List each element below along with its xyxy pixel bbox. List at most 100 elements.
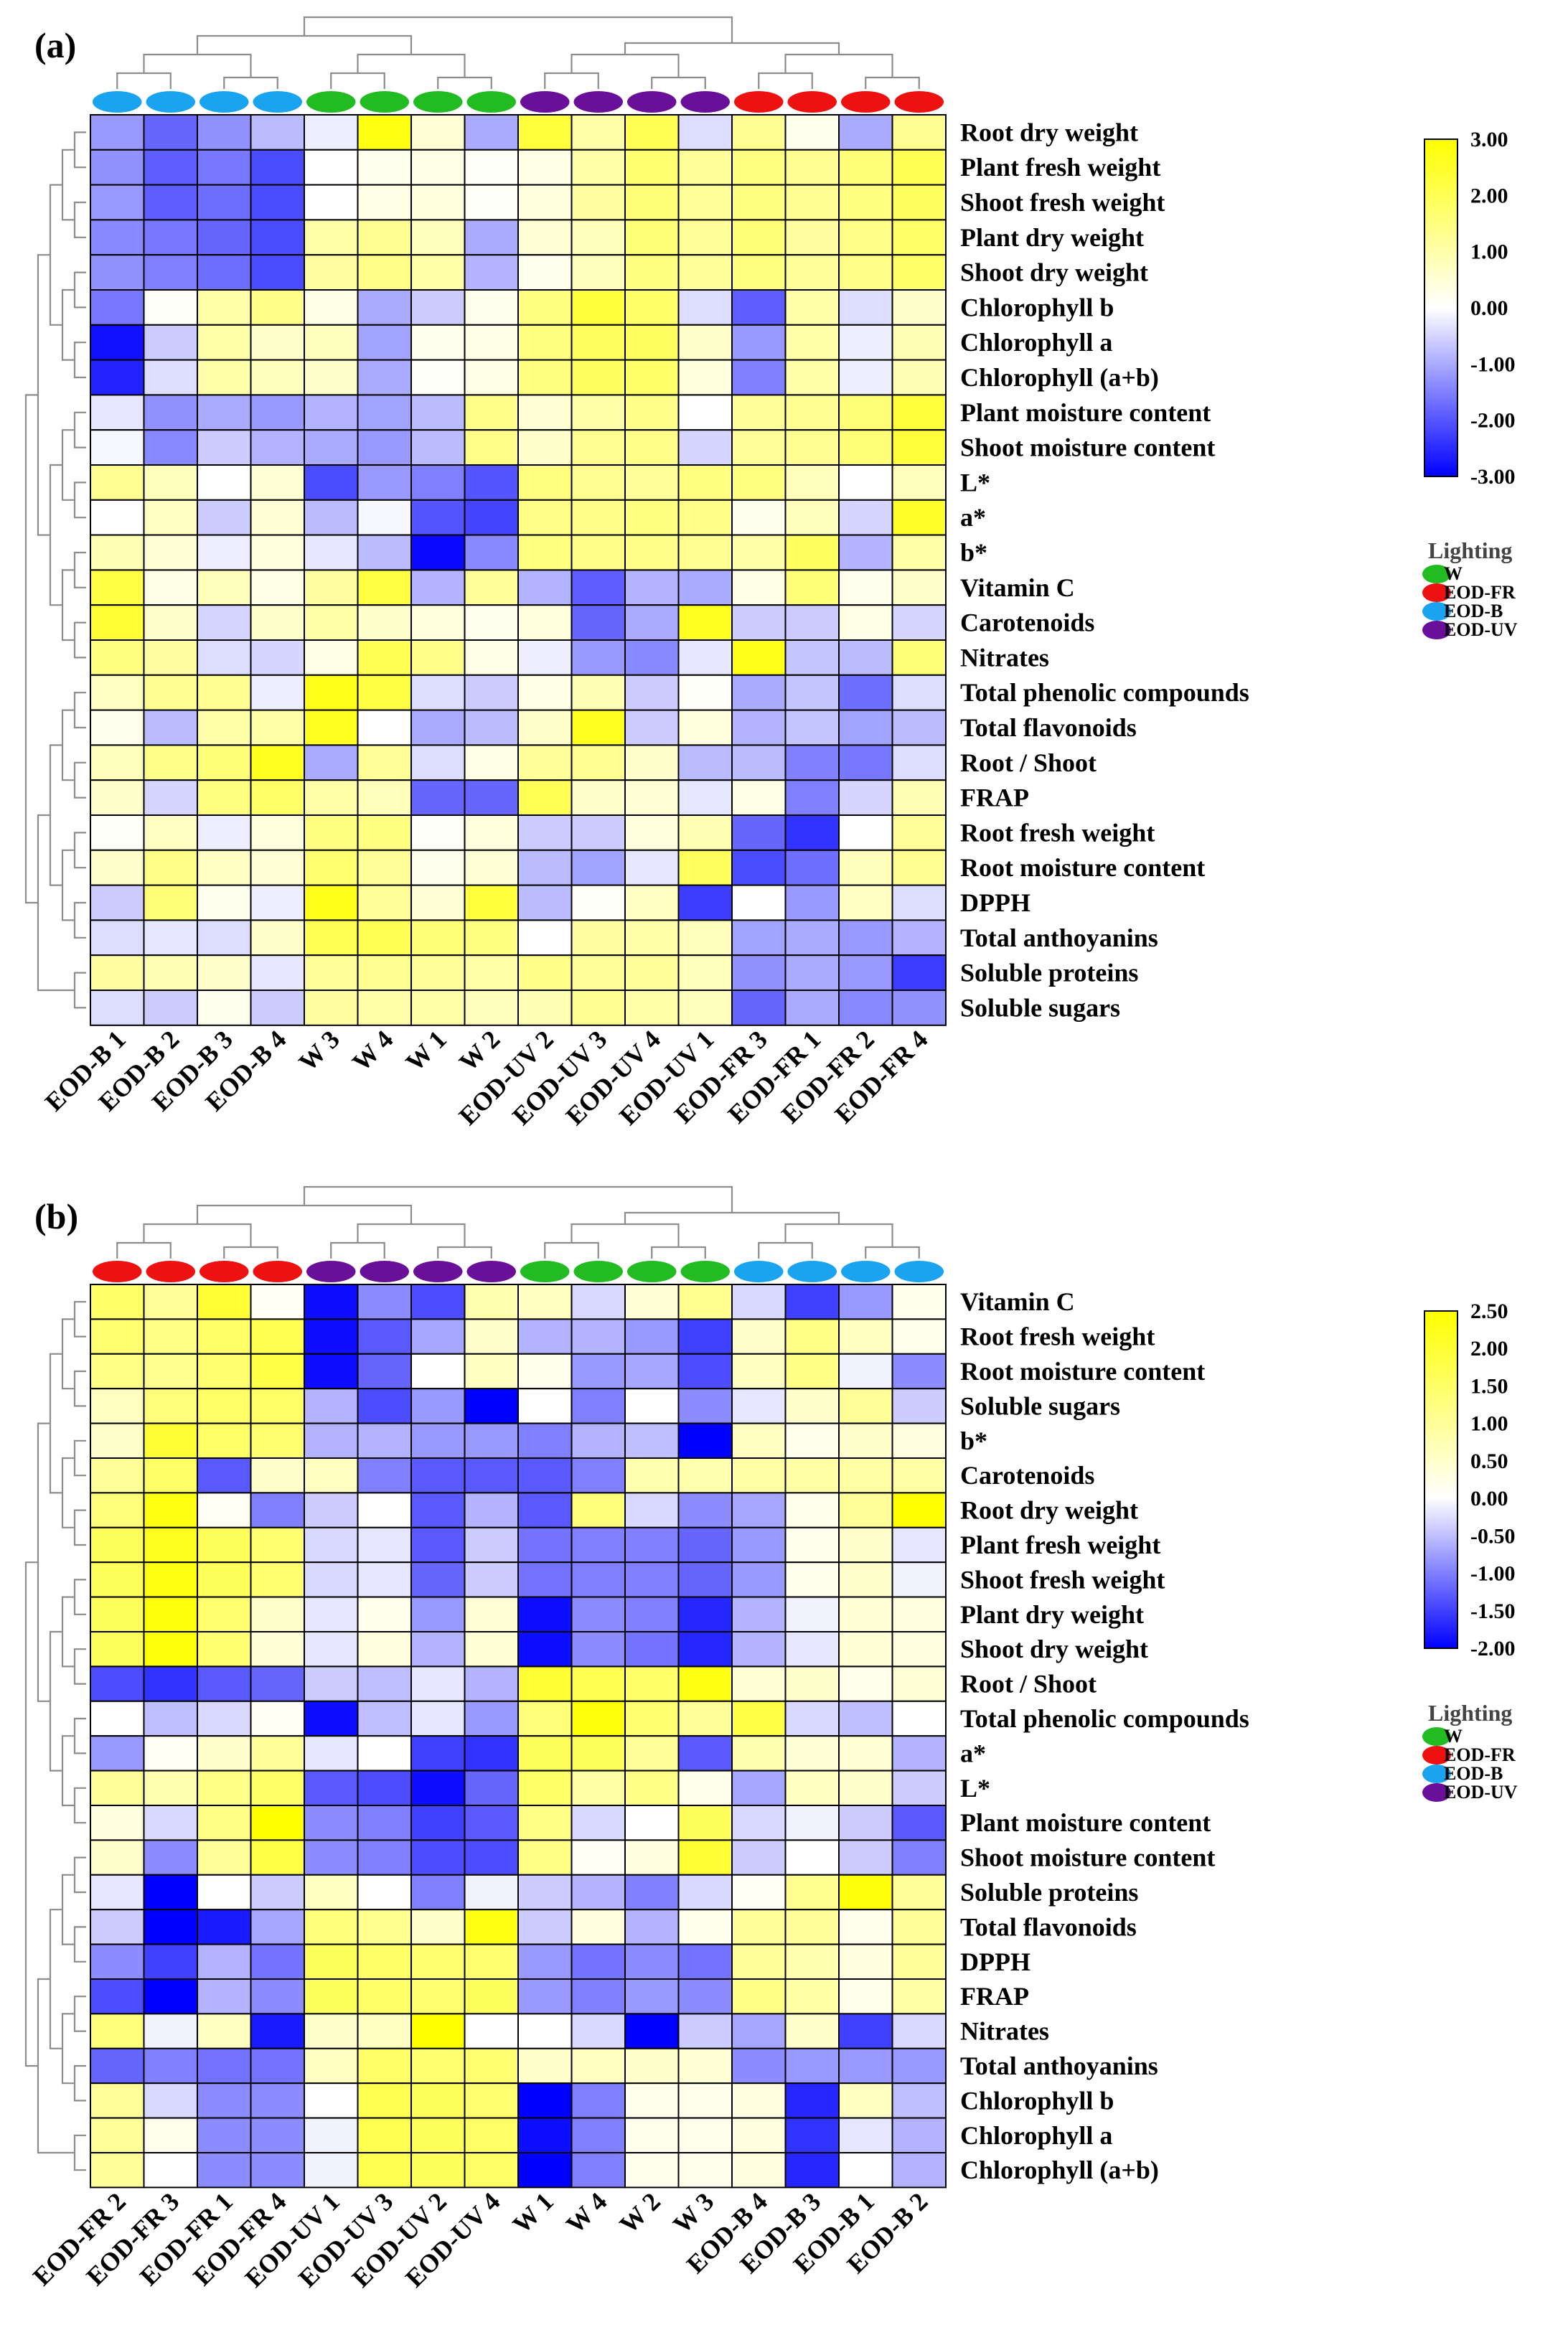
heatmap-cell — [891, 2013, 947, 2049]
heatmap-cell — [624, 1631, 680, 1668]
heatmap-cell — [677, 1909, 733, 1945]
heatmap-cell — [90, 1388, 145, 1424]
heatmap-cell — [517, 1700, 573, 1737]
heatmap-cell — [571, 1492, 626, 1528]
heatmap-cell — [250, 1770, 305, 1807]
heatmap-cell — [731, 1943, 787, 1980]
heatmap-cell — [517, 464, 573, 501]
heatmap-cell — [410, 1770, 466, 1807]
heatmap-cell — [838, 1318, 893, 1355]
heatmap-cell — [304, 464, 359, 501]
heatmap-cell — [624, 849, 680, 886]
heatmap-cell — [197, 1700, 252, 1737]
heatmap-cell — [838, 744, 893, 781]
heatmap-cell — [410, 1353, 466, 1390]
group-marker — [413, 91, 463, 113]
heatmap-cell — [677, 1631, 733, 1668]
heatmap-cell — [517, 1805, 573, 1841]
heatmap-cell — [304, 219, 359, 256]
heatmap-cell — [677, 674, 733, 711]
row-label: Chlorophyll a — [960, 2121, 1112, 2150]
heatmap-cell — [143, 849, 198, 886]
heatmap-cell — [410, 499, 466, 536]
row-label: Total flavonoids — [960, 713, 1137, 742]
legend-marker — [1422, 621, 1451, 639]
heatmap-cell — [731, 149, 787, 186]
heatmap-cell — [677, 1700, 733, 1737]
heatmap-cell — [464, 2047, 519, 2085]
heatmap-cell — [90, 814, 145, 851]
heatmap-cell — [731, 534, 787, 571]
heatmap-cell — [571, 2013, 626, 2049]
heatmap-cell — [891, 990, 947, 1026]
heatmap-cell — [838, 254, 893, 291]
heatmap-cell — [464, 2013, 519, 2049]
heatmap-cell — [891, 254, 947, 291]
heatmap-cell — [624, 1735, 680, 1772]
heatmap-cell — [357, 1839, 412, 1876]
heatmap-cell — [517, 919, 573, 957]
heatmap-cell — [357, 1457, 412, 1494]
heatmap-cell — [784, 1978, 840, 2015]
heatmap-cell — [571, 149, 626, 186]
heatmap-cell — [90, 149, 145, 186]
heatmap-cell — [464, 954, 519, 991]
heatmap-cell — [624, 2047, 680, 2085]
heatmap-cell — [197, 2013, 252, 2049]
heatmap-cell — [357, 1388, 412, 1424]
heatmap-cell — [891, 814, 947, 851]
heatmap-cell — [357, 1700, 412, 1737]
heatmap-cell — [517, 1318, 573, 1355]
heatmap-cell — [90, 2082, 145, 2119]
heatmap-cell — [357, 1284, 412, 1320]
heatmap-cell — [891, 184, 947, 221]
row-label: Chlorophyll (a+b) — [960, 2156, 1159, 2184]
group-marker — [199, 91, 249, 113]
heatmap-cell — [624, 569, 680, 606]
heatmap-cell — [517, 2082, 573, 2119]
heatmap-cell — [90, 429, 145, 466]
heatmap-cell — [304, 1770, 359, 1807]
legend-marker — [1422, 602, 1451, 621]
heatmap-cell — [197, 1631, 252, 1668]
heatmap-cell — [357, 1665, 412, 1702]
heatmap-cell — [838, 1388, 893, 1424]
heatmap-cell — [464, 149, 519, 186]
color-bar-tick: 1.50 — [1470, 1374, 1508, 1398]
heatmap-cell — [357, 1318, 412, 1355]
heatmap-cell — [90, 1805, 145, 1841]
heatmap-cell — [838, 2117, 893, 2154]
heatmap-cell — [357, 289, 412, 326]
heatmap-cell — [90, 289, 145, 326]
heatmap-cell — [731, 1353, 787, 1390]
heatmap-cell — [731, 1422, 787, 1459]
heatmap-cell — [197, 1318, 252, 1355]
heatmap-cell — [143, 1561, 198, 1598]
heatmap-cell — [838, 1526, 893, 1564]
heatmap-cell — [357, 569, 412, 606]
heatmap-cell — [357, 954, 412, 991]
heatmap-cell — [90, 1457, 145, 1494]
heatmap-cell — [784, 1770, 840, 1807]
heatmap-cell — [891, 1874, 947, 1911]
heatmap-cell — [517, 1735, 573, 1772]
heatmap-cell — [250, 1457, 305, 1494]
heatmap-cell — [624, 779, 680, 816]
heatmap-cell — [410, 1631, 466, 1668]
heatmap-cell — [784, 254, 840, 291]
heatmap-cell — [891, 1909, 947, 1945]
heatmap-cell — [838, 1909, 893, 1945]
heatmap-cell — [891, 1631, 947, 1668]
heatmap-cell — [410, 814, 466, 851]
heatmap-cell — [677, 2013, 733, 2049]
row-label: Plant moisture content — [960, 398, 1211, 427]
heatmap-cell — [891, 674, 947, 711]
heatmap-cell — [197, 1978, 252, 2015]
heatmap-cell — [410, 1457, 466, 1494]
heatmap-cell — [410, 1665, 466, 1702]
row-label: Root moisture content — [960, 1357, 1205, 1386]
heatmap-cell — [891, 709, 947, 746]
heatmap-cell — [90, 394, 145, 431]
heatmap-cell — [731, 429, 787, 466]
heatmap-cell — [410, 1492, 466, 1528]
